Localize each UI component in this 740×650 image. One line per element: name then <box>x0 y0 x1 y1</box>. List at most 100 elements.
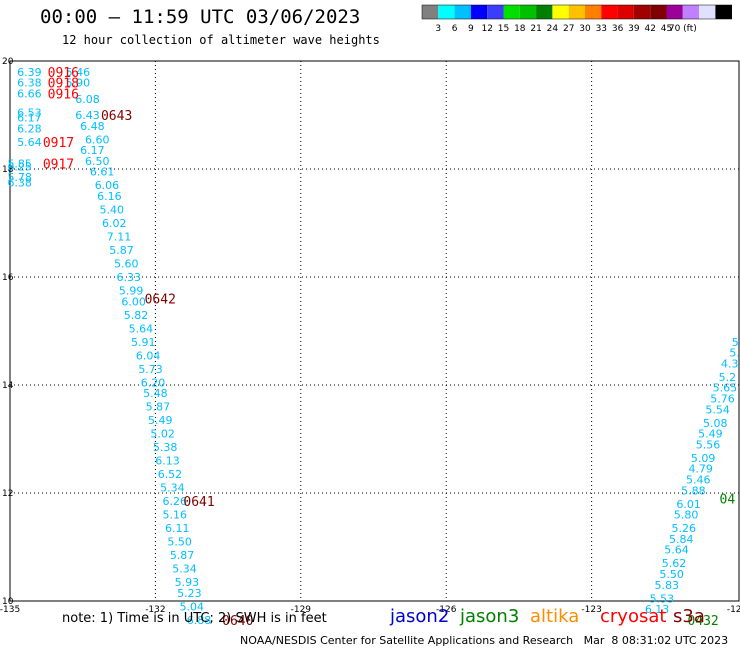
swh-value-label: 6.20 <box>141 376 166 389</box>
x-tick-label: -123 <box>581 605 601 615</box>
swh-value-label: 5.48 <box>143 387 168 400</box>
swh-value-label: 6.66 <box>17 87 42 100</box>
colorscale-swatch <box>650 5 667 19</box>
swh-value-label: 5.04 <box>180 600 205 613</box>
legend-jason3: jason3 <box>460 606 520 627</box>
colorscale-label: 45 <box>661 24 672 34</box>
swh-value-label: 7.11 <box>107 231 132 244</box>
swh-value-label: 4.3 <box>721 357 739 370</box>
swh-value-label: 6.11 <box>165 522 190 535</box>
x-tick-label: -126 <box>436 605 457 615</box>
colorscale-swatch <box>422 5 439 19</box>
swh-value-label: 5.90 <box>66 77 91 90</box>
legend-altika: altika <box>530 606 580 627</box>
legend-s3a: s3a <box>673 606 705 627</box>
swh-value-label: 5.40 <box>100 204 125 217</box>
pass-time-label: 0432 <box>687 614 718 629</box>
swh-value-label: 6.02 <box>102 217 127 230</box>
swh-value-label: 5.02 <box>150 428 175 441</box>
pass-time-label: 0916 <box>48 66 79 81</box>
swh-value-label: 6.28 <box>17 123 42 136</box>
colorscale-swatch <box>633 5 651 19</box>
y-tick-label: 18 <box>2 165 14 175</box>
swh-value-label: 5.65 <box>713 382 738 395</box>
swh-value-label: 5.46 <box>66 66 91 79</box>
colorscale-label: 3 <box>435 24 441 34</box>
x-tick-label: -129 <box>291 605 312 615</box>
swh-value-label: 6.25 <box>7 160 32 173</box>
swh-value-label: 5.85 <box>7 158 32 171</box>
colorscale-swatch <box>682 5 700 19</box>
swh-value-label: 5.76 <box>710 393 735 406</box>
pass-time-label: 0916 <box>48 87 79 102</box>
y-tick-label: 20 <box>2 57 14 67</box>
swh-value-label: 6.60 <box>85 133 110 146</box>
colorscale-swatch <box>470 5 488 19</box>
swh-value-label: 6.53 <box>17 106 42 119</box>
swh-value-label: 6.17 <box>17 112 42 125</box>
plot-frame <box>9 60 740 602</box>
swh-value-label: 5.54 <box>705 403 730 416</box>
x-tick-label: -120 <box>727 605 740 615</box>
colorscale-label: 24 <box>547 24 559 34</box>
swh-value-label: 5.80 <box>674 509 699 522</box>
colorscale-swatch <box>536 5 553 19</box>
colorscale-swatch <box>503 5 520 19</box>
swh-value-label: 5.87 <box>170 549 195 562</box>
colorscale-label: 6 <box>452 24 458 34</box>
colorscale-swatch <box>454 5 471 19</box>
colorscale-swatch <box>666 5 683 19</box>
note-text: note: 1) Time is in UTC; 2) SWH is in fe… <box>62 611 327 626</box>
swh-value-label: 6.61 <box>90 166 115 179</box>
footer-credit: NOAA/NESDIS Center for Satellite Applica… <box>240 634 729 647</box>
swh-value-label: 5.64 <box>129 322 154 335</box>
colorscale-swatch <box>699 5 716 19</box>
swh-value-label: 6.39 <box>17 66 42 79</box>
colorscale-label: 42 <box>644 24 655 34</box>
swh-value-label: 6.38 <box>7 177 32 190</box>
swh-value-label: 5.50 <box>659 568 684 581</box>
colorscale-label: 9 <box>468 24 474 34</box>
swh-value-label: 5. <box>729 347 740 360</box>
swh-value-label: 5.16 <box>163 509 188 522</box>
swh-value-label: 5.64 <box>664 544 689 557</box>
colorscale-swatch <box>552 5 569 19</box>
swh-value-label: 6.01 <box>676 498 701 511</box>
swh-value-label: 6.13 <box>155 455 180 468</box>
pass-time-label: 0641 <box>183 495 214 510</box>
swh-value-label: 5.34 <box>172 563 197 576</box>
chart-subtitle: 12 hour collection of altimeter wave hei… <box>62 33 380 47</box>
colorscale-frame <box>421 4 732 20</box>
swh-value-label: 5.49 <box>148 414 173 427</box>
pass-time-label: 0918 <box>48 77 79 92</box>
swh-value-label: 6.43 <box>75 109 100 122</box>
swh-value-label: 5.09 <box>691 452 716 465</box>
swh-value-label: 5.62 <box>662 557 687 570</box>
colorscale-swatch <box>617 5 634 19</box>
swh-value-label: 5.82 <box>124 309 149 322</box>
pass-time-label: 0643 <box>101 109 132 124</box>
swh-value-label: 6.26 <box>163 495 188 508</box>
legend-cryosat: cryosat <box>600 606 667 627</box>
swh-value-label: 5.46 <box>686 474 711 487</box>
swh-value-label: 6.16 <box>97 190 122 203</box>
colorscale-label: 12 <box>481 24 492 34</box>
colorscale-label: 18 <box>514 24 526 34</box>
y-tick-label: 10 <box>2 597 14 607</box>
swh-value-label: 5.91 <box>131 336 156 349</box>
swh-value-label: 6.08 <box>75 93 100 106</box>
pass-time-label: 0917 <box>43 136 74 151</box>
y-tick-label: 12 <box>2 489 13 499</box>
swh-value-label: 5.2 <box>719 371 737 384</box>
swh-value-label: 6.48 <box>80 120 105 133</box>
swh-value-label: 6.06 <box>95 179 120 192</box>
swh-value-label: 5.73 <box>138 363 163 376</box>
swh-value-label: 6.04 <box>136 349 161 362</box>
swh-value-label: 5.56 <box>696 438 721 451</box>
colorscale-swatch <box>715 5 732 19</box>
swh-value-label: 5.93 <box>175 576 200 589</box>
pass-time-label: 0640 <box>222 614 253 629</box>
swh-value-label: 6.13 <box>645 603 670 616</box>
colorscale-swatch <box>438 5 455 19</box>
